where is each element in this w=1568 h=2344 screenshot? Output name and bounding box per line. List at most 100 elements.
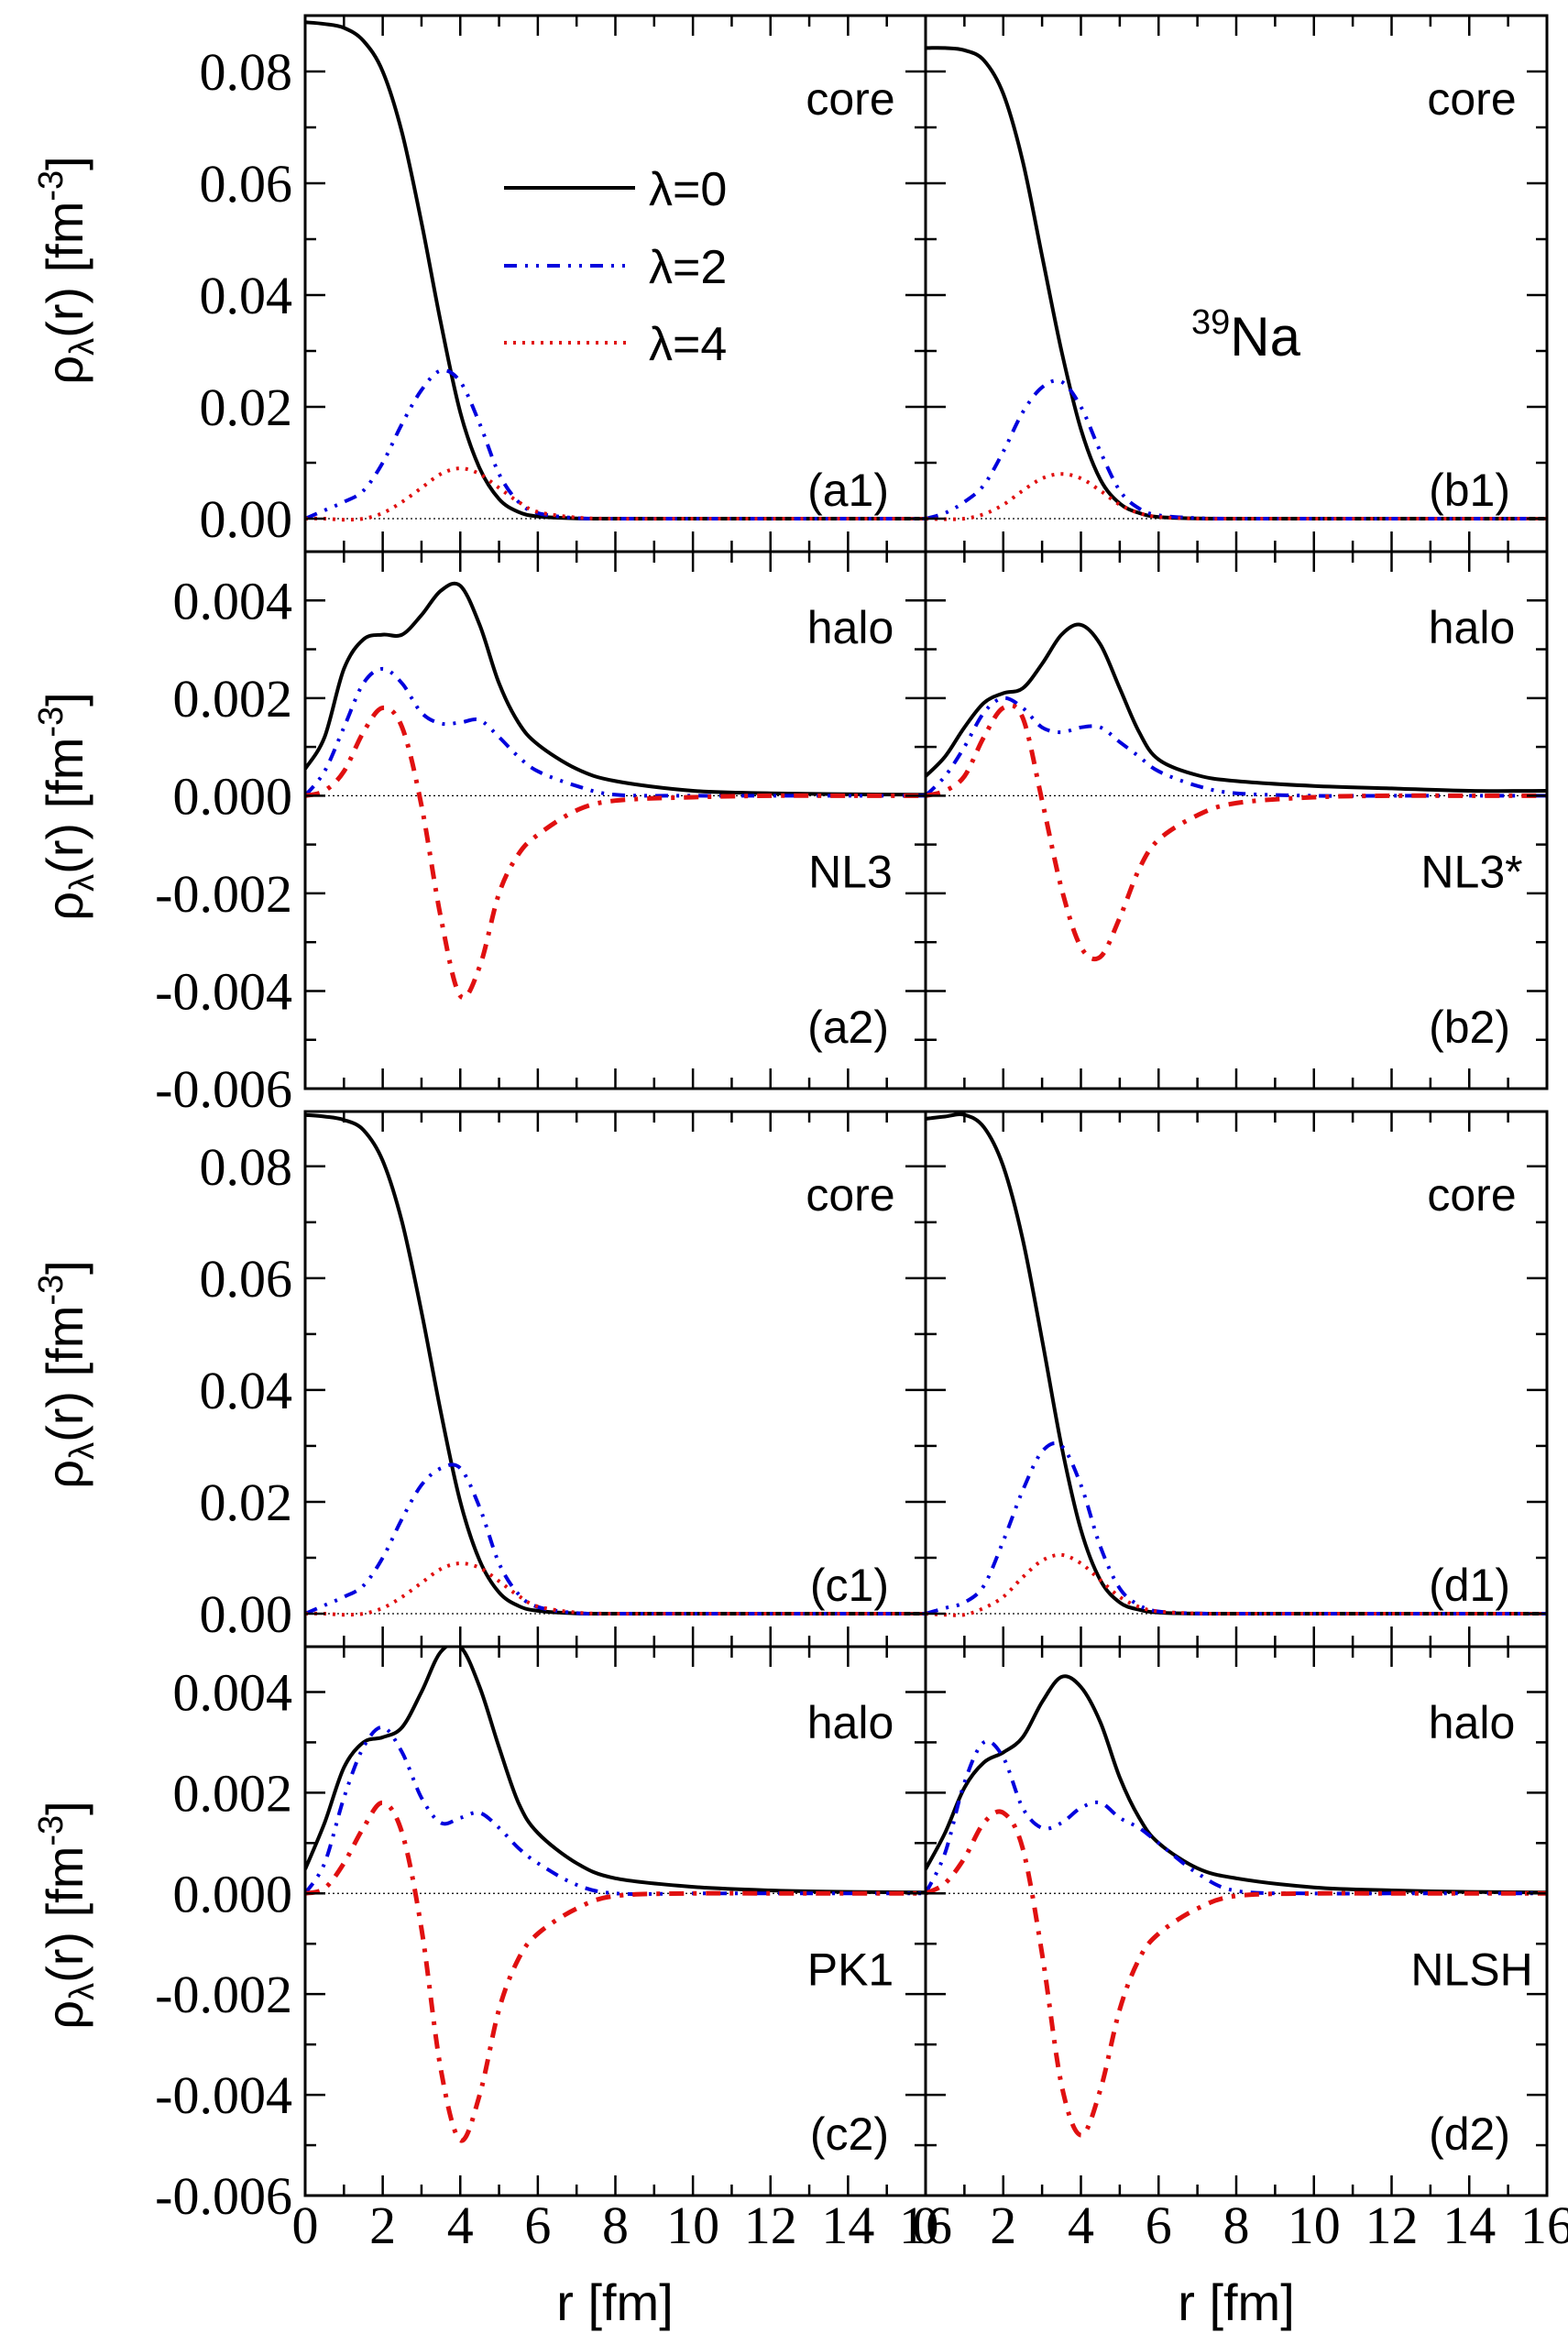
y-tick-label: 0.08 xyxy=(200,42,293,102)
panel-d1: core (d1) xyxy=(924,1110,1549,1648)
y-tick-label: 0.00 xyxy=(200,1584,293,1644)
series-line-lambda0 xyxy=(926,1674,1547,1895)
y-tick-label: 0.04 xyxy=(200,266,293,325)
series-group xyxy=(305,20,926,522)
y-tick-label: 0.08 xyxy=(200,1137,293,1197)
x-tick-label: 2 xyxy=(990,2196,1016,2255)
series-line-lambda0 xyxy=(926,46,1547,521)
x-tick-label: 14 xyxy=(1442,2196,1496,2255)
panel-tag-halo: halo xyxy=(1429,602,1516,653)
panel-c2: -0.006 -0.004 -0.002 0.000 0.002 0.004 halo PK1… xyxy=(155,1645,952,2255)
panel-id-label: (a1) xyxy=(807,465,889,516)
legend-label-lambda0: λ=0 xyxy=(649,163,727,216)
series-line-lambda2 xyxy=(926,378,1547,521)
x-tick-label: 8 xyxy=(602,2196,629,2255)
panel-tag-halo: halo xyxy=(1429,1697,1516,1748)
y-title-text: (r) [fm xyxy=(36,202,93,338)
panel-tag-core: core xyxy=(806,73,894,125)
series-line-lambda4 xyxy=(926,1552,1547,1617)
x-tick-label: 16 xyxy=(1520,2196,1568,2255)
y-tick-label: 0.000 xyxy=(173,766,293,826)
x-axis-title-right: r [fm] xyxy=(1178,2273,1295,2331)
series-group xyxy=(926,1674,1547,2138)
lambda-subscript: λ xyxy=(63,874,102,892)
y-tick-label: 0.004 xyxy=(173,1662,293,1722)
legend-label-lambda4: λ=4 xyxy=(649,318,727,371)
series-group xyxy=(305,581,926,1001)
panel-b2: halo NL3* (b2) xyxy=(924,550,1549,1090)
exponent-superscript: -3 xyxy=(32,706,71,738)
panel-id-label: (c2) xyxy=(810,2109,889,2160)
y-tick-label: 0.06 xyxy=(200,154,293,214)
rho-symbol: ρ xyxy=(36,892,93,921)
series-line-lambda2 xyxy=(305,1725,926,1896)
x-tick-label: 12 xyxy=(1365,2196,1419,2255)
model-label: NL3* xyxy=(1420,846,1522,897)
lambda-subscript: λ xyxy=(63,1983,102,2000)
series-line-lambda0 xyxy=(926,622,1547,794)
x-tick-label: 0 xyxy=(913,2196,939,2255)
y-title-close: ] xyxy=(36,692,93,706)
panel-id-label: (c1) xyxy=(810,1560,889,1611)
y-tick-label: 0.002 xyxy=(173,1763,293,1823)
panel-id-label: (d2) xyxy=(1429,2109,1510,2160)
series-line-lambda4 xyxy=(926,703,1547,962)
y-tick-label: -0.004 xyxy=(155,2065,292,2125)
series-group xyxy=(305,1647,926,2143)
x-tick-label: 6 xyxy=(1146,2196,1172,2255)
y-tick-label: 0.004 xyxy=(173,571,293,630)
exponent-superscript: -3 xyxy=(32,170,71,202)
x-tick-label: 0 xyxy=(292,2196,319,2255)
series-line-lambda0 xyxy=(305,1647,926,1895)
panel-a2: -0.006 -0.004 -0.002 0.000 0.002 0.004 halo NL3… xyxy=(155,550,927,1119)
x-tick-label: 14 xyxy=(821,2196,874,2255)
exponent-superscript: -3 xyxy=(32,1815,71,1846)
series-line-lambda2 xyxy=(926,1739,1547,1896)
panel-tag-core: core xyxy=(1427,73,1516,125)
model-label: PK1 xyxy=(807,1944,894,1995)
panels: 0.00 0.02 0.04 0.06 0.08 core (a1) core (b1) -0.0… xyxy=(155,14,1568,2255)
series-line-lambda4 xyxy=(926,1809,1547,2138)
model-label: NLSH xyxy=(1410,1944,1532,1995)
series-group xyxy=(305,1112,926,1617)
panel-b1: core (b1) xyxy=(924,14,1549,553)
y-title-close: ] xyxy=(36,1801,93,1815)
x-tick-label: 8 xyxy=(1223,2196,1250,2255)
exponent-superscript: -3 xyxy=(32,1275,71,1306)
panel-id-label: (b1) xyxy=(1429,465,1510,516)
x-axis-title-left: r [fm] xyxy=(556,2273,674,2331)
y-title-text: (r) [fm xyxy=(36,1306,93,1442)
x-tick-label: 10 xyxy=(1288,2196,1341,2255)
x-tick-label: 4 xyxy=(1068,2196,1094,2255)
legend: λ=0 λ=2 λ=4 xyxy=(504,163,727,371)
y-tick-label: 0.04 xyxy=(200,1361,293,1420)
model-label: NL3 xyxy=(808,846,893,897)
y-tick-label: 0.002 xyxy=(173,669,293,728)
y-tick-label: 0.00 xyxy=(200,489,293,549)
panel-id-label: (d1) xyxy=(1429,1560,1510,1611)
y-axis-title: ρλ(r) [fm-3] xyxy=(32,1801,102,2030)
y-tick-label: -0.004 xyxy=(155,961,292,1021)
x-tick-label: 6 xyxy=(524,2196,551,2255)
y-tick-label: 0.02 xyxy=(200,378,293,437)
panel-a1: 0.00 0.02 0.04 0.06 0.08 core (a1) xyxy=(200,14,927,553)
rho-symbol: ρ xyxy=(36,1460,93,1489)
series-line-lambda2 xyxy=(305,1462,926,1616)
rho-symbol: ρ xyxy=(36,356,93,385)
y-title-close: ] xyxy=(36,156,93,170)
y-axis-title: ρλ(r) [fm-3] xyxy=(32,156,102,385)
series-line-lambda2 xyxy=(305,368,926,521)
lambda-subscript: λ xyxy=(63,338,102,356)
x-tick-label: 4 xyxy=(447,2196,474,2255)
y-tick-label: -0.002 xyxy=(155,864,292,924)
x-tick-label: 12 xyxy=(744,2196,797,2255)
y-axis-title: ρλ(r) [fm-3] xyxy=(32,1260,102,1489)
panel-tag-halo: halo xyxy=(807,1697,894,1748)
y-title-close: ] xyxy=(36,1260,93,1275)
series-line-lambda4 xyxy=(305,705,926,1001)
series-line-lambda0 xyxy=(305,581,926,797)
y-tick-label: 0.02 xyxy=(200,1473,293,1532)
y-title-text: (r) [fm xyxy=(36,1846,93,1983)
y-tick-label: -0.006 xyxy=(155,1059,292,1119)
